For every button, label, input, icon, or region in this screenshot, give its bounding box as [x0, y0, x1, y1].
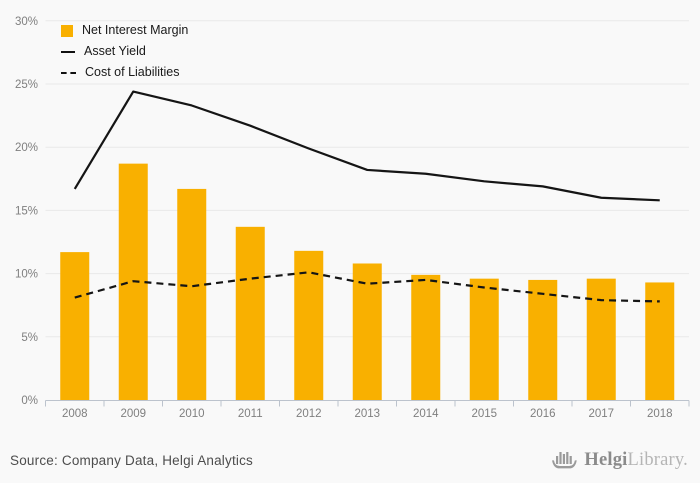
bar-2015: [469, 278, 499, 400]
legend-label: Net Interest Margin: [82, 23, 189, 37]
footer: Source: Company Data, Helgi Analytics He…: [0, 437, 700, 483]
bar-2017: [586, 278, 616, 400]
bar-2012: [294, 250, 324, 400]
legend-item-net-interest-margin: Net Interest Margin: [61, 20, 188, 41]
solid-line-swatch-icon: [61, 50, 75, 53]
legend-label: Asset Yield: [84, 44, 146, 58]
x-axis-tick-label: 2012: [296, 408, 322, 420]
y-axis-tick-label: 25%: [15, 79, 38, 91]
bar-2008: [60, 252, 90, 400]
x-axis-tick-label: 2016: [530, 408, 556, 420]
legend-item-asset-yield: Asset Yield: [61, 41, 188, 62]
bar-2013: [352, 263, 382, 400]
logo-helgi-text: Helgi: [584, 449, 628, 470]
x-axis-tick-label: 2010: [179, 408, 205, 420]
helgi-library-logo: HelgiLibrary.: [552, 449, 688, 471]
combo-chart: 0% 5% 10% 15% 20% 25% 30% 2008 2009 2010 2011 2012 2…: [15, 16, 690, 420]
legend-label: Cost of Liabilities: [85, 65, 180, 79]
x-axis-tick-label: 2017: [588, 408, 614, 420]
y-axis-tick-label: 5%: [21, 332, 38, 344]
bar-swatch-icon: [61, 24, 73, 37]
x-axis-tick-label: 2018: [647, 408, 673, 420]
bar-ship-icon: [552, 452, 578, 469]
x-axis-tick-label: 2015: [471, 408, 497, 420]
logo-library-text: Library.: [627, 449, 688, 470]
source-text: Source: Company Data, Helgi Analytics: [10, 452, 254, 468]
y-axis-tick-label: 10%: [15, 269, 38, 281]
y-axis-tick-label: 0%: [21, 395, 38, 407]
bar-2018: [645, 282, 675, 400]
bar-2014: [411, 274, 441, 400]
x-axis-tick-label: 2008: [62, 408, 88, 420]
chart-area: 0% 5% 10% 15% 20% 25% 30% 2008 2009 2010 2011 2012 2…: [15, 16, 690, 420]
asset-yield-line: [73, 90, 660, 202]
cost-of-liabilities-line: [74, 271, 660, 303]
x-axis-tick-label: 2011: [238, 408, 263, 420]
y-axis-tick-label: 30%: [15, 16, 38, 28]
y-axis-tick-label: 20%: [15, 142, 38, 154]
y-axis-tick-label: 15%: [15, 205, 38, 217]
legend-item-cost-of-liabilities: Cost of Liabilities: [61, 62, 188, 83]
dashed-line-swatch-icon: [61, 71, 76, 74]
bar-2016: [528, 279, 558, 400]
bar-2010: [177, 188, 207, 400]
x-axis-tick-label: 2009: [120, 408, 146, 420]
x-axis-tick-label: 2014: [413, 408, 439, 420]
bar-2011: [235, 226, 265, 400]
x-axis-tick-label: 2013: [354, 408, 380, 420]
logo-wordmark: HelgiLibrary.: [584, 450, 688, 471]
legend: Net Interest Margin Asset Yield Cost of …: [61, 20, 188, 83]
